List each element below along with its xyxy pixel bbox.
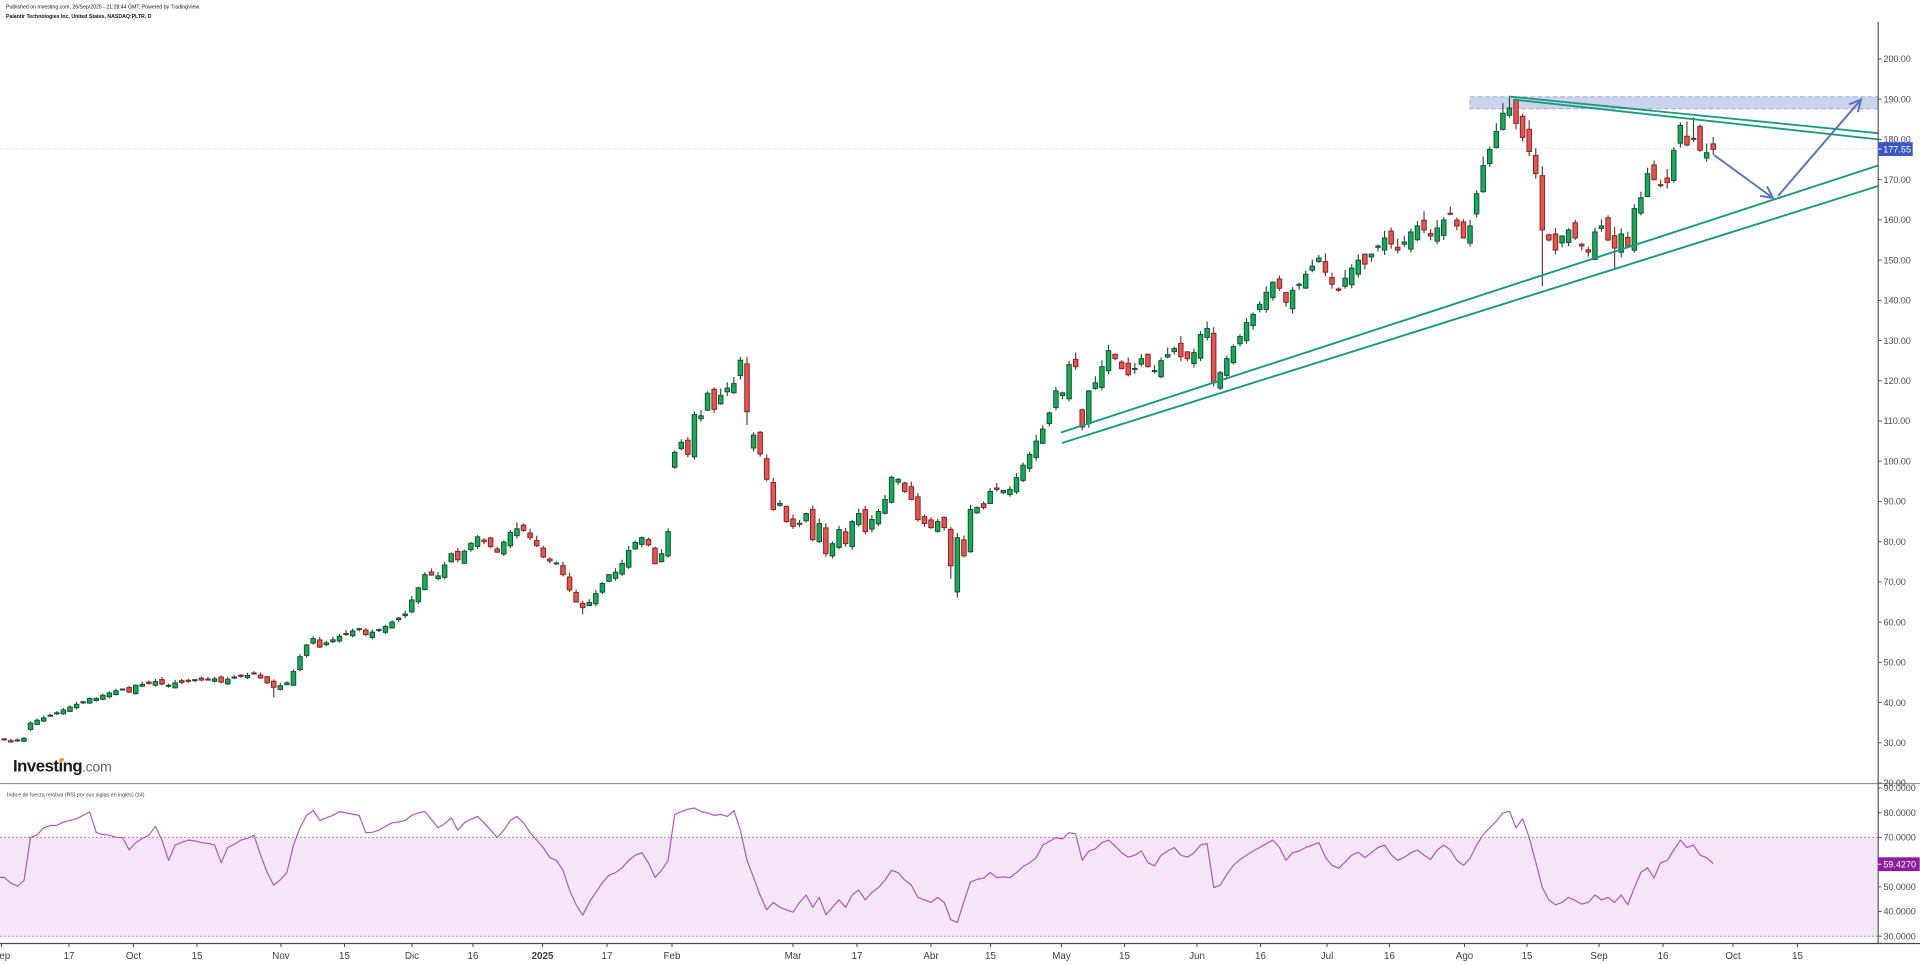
svg-text:Nov: Nov — [272, 951, 290, 962]
svg-text:70.00: 70.00 — [1884, 577, 1906, 587]
svg-text:190.00: 190.00 — [1884, 94, 1911, 104]
svg-text:200.00: 200.00 — [1884, 54, 1911, 64]
svg-text:15: 15 — [1522, 951, 1533, 962]
svg-text:40.0000: 40.0000 — [1884, 907, 1916, 917]
svg-text:Índice de fuerza relativa (RSI: Índice de fuerza relativa (RSI por sus s… — [7, 792, 145, 799]
svg-text:17: 17 — [852, 951, 863, 962]
svg-text:15: 15 — [1119, 951, 1130, 962]
svg-text:Dic: Dic — [405, 951, 419, 962]
svg-text:130.00: 130.00 — [1884, 336, 1911, 346]
svg-text:50.0000: 50.0000 — [1884, 882, 1916, 892]
svg-text:80.0000: 80.0000 — [1884, 808, 1916, 818]
svg-text:120.00: 120.00 — [1884, 376, 1911, 386]
svg-text:16: 16 — [1658, 951, 1669, 962]
svg-text:150.00: 150.00 — [1884, 255, 1911, 265]
svg-text:Oct: Oct — [126, 951, 142, 962]
svg-text:30.00: 30.00 — [1884, 738, 1906, 748]
svg-text:Oct: Oct — [1725, 951, 1741, 962]
svg-text:170.00: 170.00 — [1884, 175, 1911, 185]
svg-text:Feb: Feb — [664, 951, 681, 962]
svg-text:50.00: 50.00 — [1884, 658, 1906, 668]
svg-text:90.00: 90.00 — [1884, 497, 1906, 507]
svg-text:16: 16 — [468, 951, 479, 962]
svg-text:16: 16 — [1255, 951, 1266, 962]
svg-text:15: 15 — [339, 951, 350, 962]
svg-text:60.00: 60.00 — [1884, 617, 1906, 627]
svg-text:Ago: Ago — [1456, 951, 1474, 962]
svg-text:140.00: 140.00 — [1884, 296, 1911, 306]
svg-text:May: May — [1052, 951, 1071, 962]
svg-text:30.0000: 30.0000 — [1884, 931, 1916, 941]
svg-text:15: 15 — [1792, 951, 1803, 962]
svg-text:16: 16 — [1384, 951, 1395, 962]
svg-text:59.4270: 59.4270 — [1883, 859, 1916, 869]
svg-text:160.00: 160.00 — [1884, 215, 1911, 225]
svg-text:Sep: Sep — [0, 951, 11, 962]
svg-text:Palantir Technologies Inc, Uni: Palantir Technologies Inc, United States… — [6, 14, 152, 20]
svg-text:Investing: Investing — [13, 757, 82, 776]
svg-text:180.00: 180.00 — [1884, 135, 1911, 145]
svg-text:17: 17 — [602, 951, 613, 962]
svg-text:2025: 2025 — [532, 951, 554, 962]
svg-text:20.00: 20.00 — [1884, 778, 1906, 788]
svg-text:15: 15 — [192, 951, 203, 962]
svg-text:70.0000: 70.0000 — [1884, 833, 1916, 843]
svg-text:40.00: 40.00 — [1884, 698, 1906, 708]
svg-text:.com: .com — [82, 760, 112, 776]
svg-text:177.55: 177.55 — [1883, 144, 1911, 154]
svg-text:15: 15 — [985, 951, 996, 962]
svg-text:Sep: Sep — [1590, 951, 1608, 962]
svg-text:100.00: 100.00 — [1884, 456, 1911, 466]
svg-text:Published on Investing.com, 26: Published on Investing.com, 26/Sep/2025 … — [6, 5, 200, 11]
svg-text:Mar: Mar — [785, 951, 803, 962]
svg-text:80.00: 80.00 — [1884, 537, 1906, 547]
svg-text:17: 17 — [64, 951, 75, 962]
svg-text:110.00: 110.00 — [1884, 416, 1911, 426]
svg-text:90.0000: 90.0000 — [1884, 783, 1916, 793]
svg-text:Jun: Jun — [1189, 951, 1205, 962]
svg-text:Abr: Abr — [923, 951, 939, 962]
svg-text:Jul: Jul — [1321, 951, 1334, 962]
